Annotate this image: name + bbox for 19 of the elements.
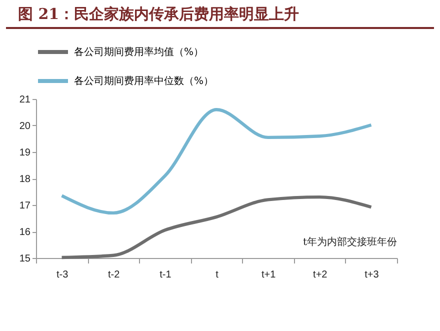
x-tick-label: t: [216, 270, 219, 280]
annotation: t年为内部交接班年份: [302, 236, 397, 248]
x-tick-label: t-3: [56, 270, 69, 280]
chart-title: 图 21：民企家族内传承后费用率明显上升: [6, 4, 434, 29]
y-tick-label: 21: [19, 94, 31, 106]
y-tick-label: 18: [19, 174, 31, 185]
x-tick-label: t-2: [108, 270, 120, 280]
legend-label: 各公司期间费用率均值（%）: [74, 46, 204, 58]
x-tick-label: t+3: [364, 270, 380, 280]
y-tick-label: 15: [19, 254, 31, 264]
x-tick-label: t-1: [160, 270, 172, 280]
y-tick-label: 17: [19, 200, 31, 212]
x-tick-label: t+2: [313, 270, 328, 280]
y-tick-label: 16: [19, 227, 31, 238]
y-tick-label: 19: [19, 148, 31, 158]
y-tick-label: 20: [19, 121, 31, 132]
line-series: [60, 108, 373, 215]
x-tick-label: t+1: [261, 270, 276, 280]
legend-label: 各公司期间费用率中位数（%）: [74, 75, 214, 87]
